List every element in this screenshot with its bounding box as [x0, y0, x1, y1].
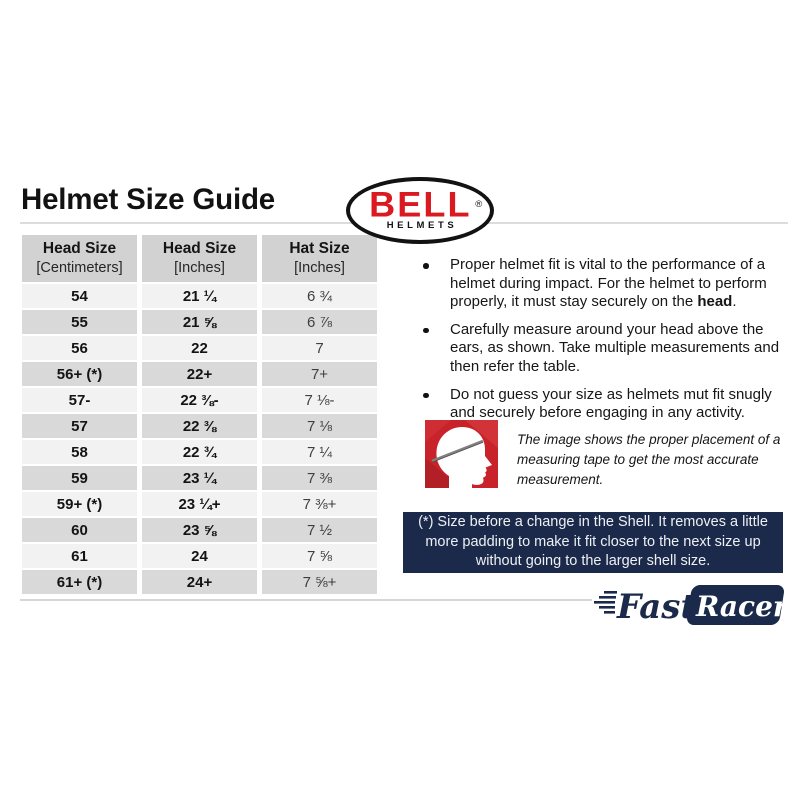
list-item: Proper helmet fit is vital to the perfor… — [420, 256, 784, 312]
table-cell: 7 ⅜+ — [262, 492, 377, 516]
figure-caption: The image shows the proper placement of … — [517, 432, 781, 487]
list-item: Do not guess your size as helmets mut fi… — [420, 386, 784, 423]
bell-logo-text: BELL — [368, 184, 472, 225]
bottom-divider — [20, 599, 592, 601]
table-cell: 22 ⅜ — [142, 414, 257, 438]
bullet-text: Carefully measure around your head above… — [450, 320, 780, 375]
speed-lines-icon — [594, 591, 617, 614]
table-cell: 59+ (*) — [22, 492, 137, 516]
fastracer-fast-text: Fast — [616, 587, 696, 627]
table-cell: 7 ⅝ — [262, 544, 377, 568]
table-cell: 22 — [142, 336, 257, 360]
header-line1: Head Size — [162, 240, 237, 257]
table-cell: 7 ½ — [262, 518, 377, 542]
fastracer-logo-graphic: Fast Racer — [594, 585, 790, 627]
table-cell: 7 ⅝+ — [262, 570, 377, 594]
bell-logo-wordmark: BELL ® — [369, 187, 482, 222]
table-cell: 60 — [22, 518, 137, 542]
table-cell: 23 ⅝ — [142, 518, 257, 542]
note-line: (*) Size before a change in the Shell. I… — [418, 514, 768, 531]
bullet-text: Do not guess your size as helmets mut fi… — [450, 385, 772, 422]
table-cell: 57- — [22, 388, 137, 412]
header-line1: Head Size — [42, 240, 117, 257]
fastracer-racer-text: Racer — [695, 590, 784, 623]
table-cell: 7 ⅛- — [262, 388, 377, 412]
list-item: Carefully measure around your head above… — [420, 321, 784, 377]
table-cell: 23 ¼+ — [142, 492, 257, 516]
bell-helmets-logo: BELL ® HELMETS — [346, 177, 494, 244]
table-cell: 58 — [22, 440, 137, 464]
head-measurement-icon — [425, 420, 498, 488]
racer-box — [686, 585, 785, 625]
table-cell: 7+ — [262, 362, 377, 386]
fit-instructions-list: Proper helmet fit is vital to the perfor… — [420, 256, 779, 423]
page-title: Helmet Size Guide — [21, 183, 275, 216]
header-line2: [Inches] — [174, 259, 225, 276]
table-cell: 21 ¼ — [142, 284, 257, 308]
shell-size-note: (*) Size before a change in the Shell. I… — [403, 512, 783, 573]
table-cell: 56+ (*) — [22, 362, 137, 386]
table-cell: 6 ⅞ — [262, 310, 377, 334]
registered-trademark-icon: ® — [474, 198, 482, 209]
table-cell: 6 ¾ — [262, 284, 377, 308]
table-cell: 7 — [262, 336, 377, 360]
table-cell: 22 ⅜- — [142, 388, 257, 412]
header-line2: [Inches] — [294, 259, 345, 276]
table-cell: 7 ⅛ — [262, 414, 377, 438]
measuring-tape-line — [431, 439, 484, 463]
table-cell: 56 — [22, 336, 137, 360]
bullet-text-bold: head — [697, 293, 733, 311]
table-cell: 24+ — [142, 570, 257, 594]
table-cell: 7 ¼ — [262, 440, 377, 464]
column-header-head-size-cm: Head Size [Centimeters] — [22, 235, 137, 282]
note-line: without going to the larger shell size. — [475, 553, 711, 570]
table-cell: 61+ (*) — [22, 570, 137, 594]
table-cell: 59 — [22, 466, 137, 490]
fastracer-logo: Fast Racer — [592, 582, 790, 628]
bell-logo-subtext: HELMETS — [386, 219, 458, 231]
column-header-head-size-in: Head Size [Inches] — [142, 235, 257, 282]
table-cell: 55 — [22, 310, 137, 334]
bullet-text: Proper helmet fit is vital to the perfor… — [450, 256, 767, 311]
table-cell: 7 ⅜ — [262, 466, 377, 490]
table-cell: 22 ¾ — [142, 440, 257, 464]
table-cell: 24 — [142, 544, 257, 568]
column-header-hat-size: Hat Size [Inches] — [262, 235, 377, 282]
note-line: more padding to make it fit closer to th… — [425, 533, 761, 550]
table-cell: 57 — [22, 414, 137, 438]
fit-instructions: Proper helmet fit is vital to the perfor… — [420, 256, 779, 432]
table-cell: 61 — [22, 544, 137, 568]
table-cell: 23 ¼ — [142, 466, 257, 490]
table-cell: 21 ⅝ — [142, 310, 257, 334]
header-line1: Hat Size — [289, 240, 350, 257]
table-cell: 22+ — [142, 362, 257, 386]
size-table: Head Size [Centimeters] Head Size [Inche… — [22, 235, 377, 594]
measuring-tape-figure — [425, 420, 498, 488]
header-line2: [Centimeters] — [36, 259, 123, 276]
table-cell: 54 — [22, 284, 137, 308]
bullet-text: . — [732, 293, 737, 311]
